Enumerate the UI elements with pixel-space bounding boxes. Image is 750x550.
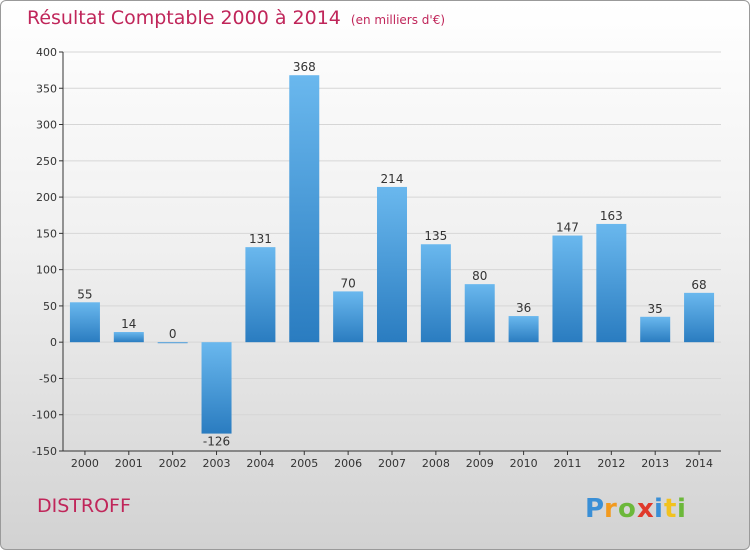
chart-title: Résultat Comptable 2000 à 2014 (en millie…: [27, 7, 445, 29]
data-labels: 55 14 0 -126 131 368 70 214 135 80 36 147 163 35 68: [77, 60, 706, 448]
bar-2008: [420, 244, 451, 343]
data-label-2006: 70: [340, 276, 355, 290]
y-tick-label: 150: [36, 227, 57, 240]
bar-2002: [157, 342, 188, 344]
svg-text:r: r: [604, 494, 617, 524]
y-tick-label: -150: [32, 445, 57, 458]
x-tick-label: 2010: [510, 457, 538, 470]
title-subtitle: (en milliers d'€): [350, 13, 446, 27]
y-tick-label: 50: [43, 300, 57, 313]
y-tick-label: -100: [32, 409, 57, 422]
bar-2010: [508, 316, 539, 343]
data-label-2012: 163: [600, 209, 623, 223]
svg-text:t: t: [664, 494, 676, 524]
y-tick-label: 250: [36, 155, 57, 168]
svg-text:i: i: [654, 494, 663, 524]
x-tick-label: 2012: [597, 457, 625, 470]
x-tick-label: 2008: [422, 457, 450, 470]
y-tick-label: 400: [36, 46, 57, 59]
bar-2001: [113, 332, 144, 343]
svg-text:x: x: [637, 494, 654, 524]
x-tick-label: 2009: [466, 457, 494, 470]
bar-2012: [596, 223, 627, 343]
data-label-2011: 147: [556, 221, 579, 235]
bar-2014: [684, 292, 715, 343]
proxiti-logo: P r o x i t i: [585, 494, 686, 524]
data-label-2001: 14: [121, 317, 136, 331]
x-tick-label: 2006: [334, 457, 362, 470]
x-tick-label: 2014: [685, 457, 713, 470]
y-tick-label: -50: [39, 372, 57, 385]
x-tick-label: 2007: [378, 457, 406, 470]
x-tick-label: 2002: [159, 457, 187, 470]
data-label-2008: 135: [424, 229, 447, 243]
city-name: DISTROFF: [37, 495, 131, 517]
y-tick-label: 300: [36, 119, 57, 132]
bar-2004: [245, 247, 276, 343]
bar-2013: [640, 316, 671, 343]
y-tick-label: 0: [50, 336, 57, 349]
data-label-2003: -126: [203, 435, 230, 449]
bar-2009: [464, 284, 495, 343]
x-tick-label: 2003: [203, 457, 231, 470]
bar-2000: [69, 302, 100, 343]
data-label-2014: 68: [691, 278, 706, 292]
data-label-2007: 214: [381, 172, 404, 186]
data-label-2002: 0: [169, 327, 177, 341]
x-tick-label: 2004: [246, 457, 274, 470]
title-main: Résultat Comptable 2000 à 2014: [27, 7, 341, 29]
y-tick-label: 350: [36, 82, 57, 95]
data-label-2005: 368: [293, 60, 316, 74]
x-tick-label: 2000: [71, 457, 99, 470]
bar-2011: [552, 235, 583, 343]
data-label-2010: 36: [516, 301, 531, 315]
y-tick-label: 200: [36, 191, 57, 204]
svg-text:o: o: [618, 494, 636, 524]
x-tick-label: 2005: [290, 457, 318, 470]
x-tick-label: 2013: [641, 457, 669, 470]
bar-2006: [333, 291, 364, 343]
bar-2007: [377, 186, 407, 343]
data-label-2013: 35: [648, 302, 663, 316]
data-label-2009: 80: [472, 269, 487, 283]
svg-text:P: P: [585, 494, 604, 524]
bar-2005: [289, 75, 320, 343]
data-label-2000: 55: [77, 287, 92, 301]
y-tick-label: 100: [36, 264, 57, 277]
data-label-2004: 131: [249, 232, 272, 246]
bar-2003: [201, 342, 232, 434]
x-tick-label: 2011: [553, 457, 581, 470]
bars: [69, 75, 715, 434]
x-tick-label: 2001: [115, 457, 143, 470]
svg-text:i: i: [677, 494, 686, 524]
